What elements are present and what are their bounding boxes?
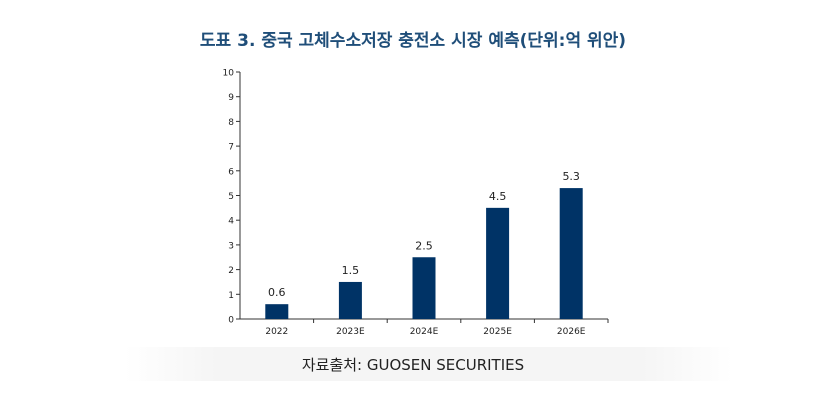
source-note: 자료출처: GUOSEN SECURITIES	[301, 356, 525, 374]
y-tick-label: 8	[228, 118, 234, 128]
y-tick-label: 2	[228, 266, 234, 276]
x-axis: 2022 2023E 2024E 2025E 2026E	[240, 318, 609, 337]
y-tick-label: 5	[228, 192, 234, 202]
data-labels: 0.6 1.5 2.5 4.5 5.3	[268, 170, 580, 299]
x-tick-label: 2025E	[483, 327, 512, 337]
data-label: 2.5	[415, 239, 433, 252]
x-tick-label: 2024E	[410, 327, 439, 337]
bars	[265, 188, 583, 319]
x-tick-label: 2022	[265, 327, 288, 337]
bar	[265, 304, 289, 319]
y-axis: 0 1 2 3 4 5 6 7 8 9 10	[223, 69, 241, 326]
bar	[338, 281, 362, 319]
chart-title: 도표 3. 중국 고체수소저장 충전소 시장 예측(단위:억 위안)	[199, 31, 627, 51]
data-label: 0.6	[268, 286, 286, 299]
y-tick-label: 9	[228, 93, 234, 103]
data-label: 5.3	[562, 170, 580, 183]
data-label: 4.5	[489, 190, 507, 203]
y-tick-label: 6	[228, 167, 234, 177]
y-tick-label: 1	[228, 291, 234, 301]
data-label: 1.5	[342, 264, 360, 277]
bar	[486, 207, 510, 319]
y-tick-label: 7	[228, 143, 234, 153]
bar	[412, 257, 436, 319]
y-tick-label: 0	[228, 316, 234, 326]
x-tick-label: 2026E	[557, 327, 586, 337]
y-tick-label: 3	[228, 241, 234, 251]
bar	[559, 188, 583, 319]
source-background	[125, 347, 733, 381]
x-tick-label: 2023E	[336, 327, 365, 337]
y-tick-label: 4	[228, 217, 234, 227]
y-tick-label: 10	[223, 69, 235, 79]
